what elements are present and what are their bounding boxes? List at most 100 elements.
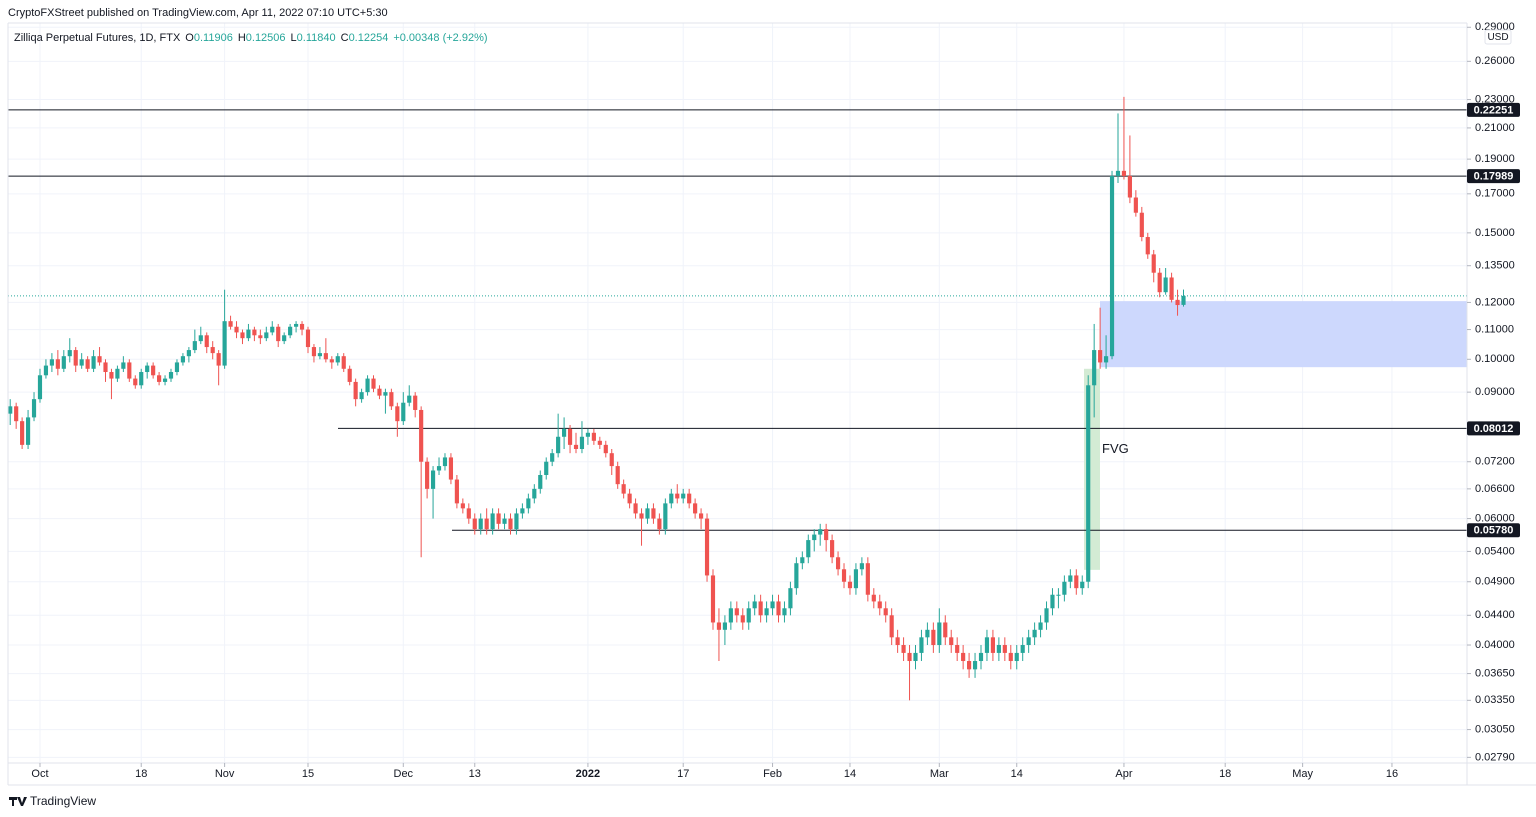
candle-body bbox=[466, 508, 471, 519]
candle-body bbox=[222, 321, 227, 366]
x-tick-label: 18 bbox=[1219, 768, 1231, 780]
x-tick-label: Nov bbox=[215, 768, 235, 780]
candle-body bbox=[145, 365, 150, 373]
candle-body bbox=[556, 436, 561, 454]
candle-body bbox=[800, 557, 805, 564]
candle-body bbox=[157, 375, 162, 382]
candle-body bbox=[776, 601, 781, 616]
candle-body bbox=[847, 581, 853, 589]
y-tick-label: 0.15000 bbox=[1475, 227, 1515, 239]
candle-body bbox=[359, 392, 364, 400]
x-tick-label: 15 bbox=[302, 768, 314, 780]
candle-body bbox=[61, 356, 66, 369]
candle-body bbox=[1121, 170, 1127, 176]
candle-body bbox=[502, 518, 507, 524]
candle-body bbox=[31, 399, 37, 418]
y-tick-label: 0.04000 bbox=[1475, 639, 1515, 651]
level-label: 0.17989 bbox=[1474, 171, 1514, 183]
candle-body bbox=[1086, 385, 1091, 582]
x-tick-label: 18 bbox=[135, 768, 147, 780]
candle-body bbox=[746, 608, 751, 623]
candle-body bbox=[1068, 575, 1073, 582]
x-tick-label: Dec bbox=[394, 768, 414, 780]
candle-body bbox=[210, 347, 215, 354]
candle-body bbox=[567, 428, 573, 445]
candle-body bbox=[103, 362, 108, 373]
candle-body bbox=[675, 493, 680, 499]
candle-body bbox=[1145, 237, 1150, 255]
candle-body bbox=[365, 378, 370, 393]
candle-body bbox=[246, 329, 251, 339]
candle-body bbox=[895, 637, 900, 646]
candle-body bbox=[937, 622, 942, 646]
candle-body bbox=[514, 513, 519, 530]
y-tick-label: 0.10000 bbox=[1475, 353, 1515, 365]
candle-body bbox=[472, 518, 477, 530]
candle-body bbox=[883, 608, 888, 616]
candle-body bbox=[377, 388, 382, 396]
candle-body bbox=[329, 359, 334, 363]
candle-body bbox=[192, 341, 197, 351]
candle-body bbox=[395, 406, 400, 422]
candle-body bbox=[806, 540, 811, 558]
candle-body bbox=[323, 353, 328, 360]
candle-body bbox=[704, 518, 710, 576]
candle-body bbox=[341, 356, 346, 369]
y-tick-label: 0.23000 bbox=[1475, 93, 1515, 105]
candle-body bbox=[139, 372, 144, 386]
candle-body bbox=[961, 652, 966, 662]
candle-body bbox=[853, 569, 859, 589]
legend-title: Zilliqa Perpetual Futures, 1D, FTX bbox=[14, 32, 181, 44]
candle-body bbox=[645, 508, 650, 519]
y-tick-label: 0.19000 bbox=[1475, 153, 1515, 165]
candle-body bbox=[305, 329, 311, 348]
candle-body bbox=[401, 402, 406, 422]
candle-body bbox=[716, 622, 722, 630]
legend: Zilliqa Perpetual Futures, 1D, FTX O 0.119… bbox=[14, 32, 488, 44]
candle-body bbox=[460, 503, 465, 509]
y-tick-label: 0.04400 bbox=[1475, 609, 1515, 621]
candle-body bbox=[1139, 212, 1144, 238]
candle-body bbox=[1109, 175, 1115, 357]
candle-body bbox=[824, 529, 829, 541]
candle-body bbox=[520, 508, 525, 514]
candle-body bbox=[484, 518, 489, 530]
candle-body bbox=[1026, 637, 1031, 646]
candle-body bbox=[1074, 575, 1079, 589]
x-tick-label: Feb bbox=[763, 768, 782, 780]
candle-body bbox=[425, 461, 430, 489]
candle-body bbox=[871, 594, 876, 602]
candle-body bbox=[168, 372, 174, 379]
y-tick-label: 0.11000 bbox=[1475, 323, 1514, 335]
y-tick-label: 0.06600 bbox=[1475, 483, 1515, 495]
candle-body bbox=[115, 368, 120, 379]
y-tick-label: 0.17000 bbox=[1475, 188, 1515, 200]
candle-body bbox=[544, 461, 549, 475]
y-tick-label: 0.03650 bbox=[1475, 667, 1515, 679]
y-tick-label: 0.04900 bbox=[1475, 576, 1515, 588]
candle-body bbox=[311, 347, 317, 357]
candle-body bbox=[657, 518, 662, 530]
candle-body bbox=[371, 378, 376, 389]
y-tick-label: 0.02790 bbox=[1475, 751, 1515, 763]
candle-body bbox=[943, 622, 948, 638]
candle-body bbox=[109, 372, 114, 379]
candle-body bbox=[931, 629, 936, 646]
candle-body bbox=[1092, 350, 1097, 386]
candle-body bbox=[353, 381, 358, 400]
candle-body bbox=[67, 350, 72, 357]
candle-body bbox=[490, 513, 495, 530]
candle-body bbox=[591, 432, 596, 441]
candle-body bbox=[740, 615, 745, 623]
legend-key: L bbox=[291, 32, 297, 44]
candle-body bbox=[252, 329, 257, 336]
level-label-bg bbox=[1467, 102, 1520, 117]
candle-body bbox=[1151, 254, 1156, 273]
x-tick-label: Oct bbox=[31, 768, 48, 780]
candle-body bbox=[436, 466, 442, 471]
candle-body bbox=[419, 409, 424, 462]
candle-body bbox=[1038, 622, 1043, 630]
candle-body bbox=[1098, 350, 1103, 363]
